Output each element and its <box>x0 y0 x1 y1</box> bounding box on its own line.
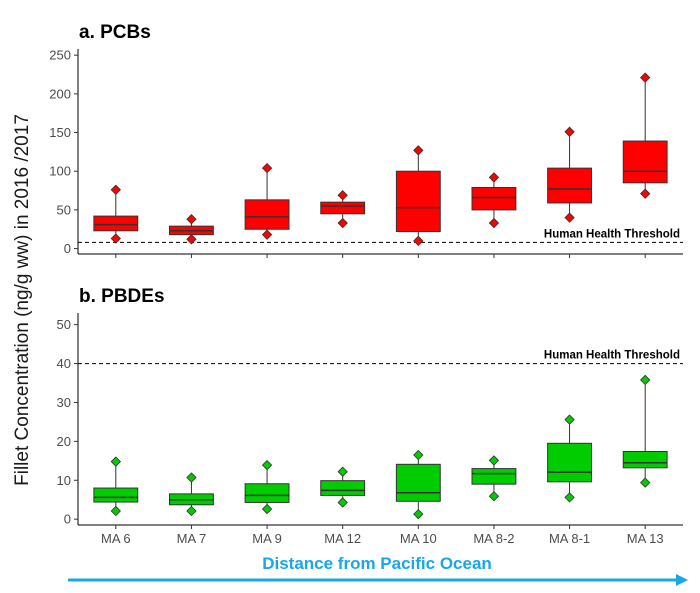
iqr-box <box>244 199 290 230</box>
min-point <box>186 234 197 245</box>
iqr-box <box>547 167 592 204</box>
max-point <box>564 414 575 425</box>
iqr-box <box>320 480 366 496</box>
box-ma-8-1 <box>547 126 592 223</box>
box-ma-9 <box>244 459 290 515</box>
x-tick-label: MA 10 <box>400 531 437 546</box>
box-ma-8-1 <box>547 414 592 503</box>
iqr-box <box>395 170 441 233</box>
y-tick-label: 200 <box>49 86 71 101</box>
y-tick-label: 40 <box>57 356 71 371</box>
box-ma-12 <box>320 190 366 229</box>
min-point <box>640 188 651 199</box>
x-tick-label: MA 6 <box>101 531 131 546</box>
box-ma-7 <box>169 214 214 245</box>
x-tick-label: MA 7 <box>177 531 207 546</box>
y-tick-label: 0 <box>64 241 71 256</box>
max-point <box>413 449 424 461</box>
min-point <box>186 505 197 517</box>
y-tick-label: 20 <box>57 434 71 449</box>
max-point <box>110 184 121 195</box>
min-point <box>110 505 121 517</box>
min-point <box>337 497 348 508</box>
min-point <box>488 217 500 229</box>
x-tick-label: MA 8-2 <box>473 531 514 546</box>
iqr-box <box>622 140 668 184</box>
iqr-box <box>320 201 366 215</box>
iqr-box <box>93 215 139 232</box>
x-tick-label: MA 12 <box>324 531 361 546</box>
min-point <box>261 229 273 240</box>
y-tick-label: 50 <box>57 202 71 217</box>
min-point <box>413 235 424 247</box>
x-axis-title: Distance from Pacific Ocean <box>262 554 492 573</box>
x-tick-label: MA 8-1 <box>549 531 590 546</box>
max-point <box>110 456 121 467</box>
iqr-box <box>471 468 517 485</box>
box-ma-12 <box>320 466 366 508</box>
iqr-box <box>395 463 441 502</box>
threshold-label: Human Health Threshold <box>544 350 680 362</box>
y-tick-label: 0 <box>64 512 71 527</box>
y-axis-title: Fillet Concentration (ng/g ww) in 2016 /… <box>12 114 33 486</box>
min-point <box>564 492 575 503</box>
y-tick-label: 150 <box>49 125 71 140</box>
min-point <box>413 508 424 520</box>
y-tick-label: 100 <box>49 164 71 179</box>
box-ma-8-2 <box>471 455 517 502</box>
max-point <box>337 466 348 477</box>
iqr-box <box>622 450 668 469</box>
box-ma-10 <box>395 449 441 520</box>
max-point <box>413 145 424 156</box>
panel-pcbs: 0 50 100 150 200 250 Human Health Threshold <box>49 48 683 258</box>
max-point <box>186 472 197 483</box>
y-tick-label: 10 <box>57 473 71 488</box>
distance-arrow-head <box>676 574 688 586</box>
x-tick-label: MA 13 <box>627 531 664 546</box>
max-point <box>488 172 500 183</box>
min-point <box>337 217 348 229</box>
box-ma-9 <box>244 162 290 240</box>
box-ma-13 <box>622 72 668 199</box>
panel-a-title: a. PCBs <box>79 22 151 43</box>
box-ma-7 <box>169 472 214 517</box>
panel-b-title: b. PBDEs <box>79 286 165 307</box>
max-point <box>640 72 651 83</box>
box-ma-13 <box>622 374 668 488</box>
max-point <box>640 374 651 386</box>
max-point <box>186 214 197 225</box>
panel-pbdes: 0 10 20 30 40 50 Human Health Threshold MA 6 MA … <box>57 313 683 546</box>
min-point <box>261 503 273 515</box>
iqr-box <box>244 483 290 503</box>
box-ma-10 <box>395 145 441 247</box>
max-point <box>261 459 273 471</box>
iqr-box <box>93 487 139 503</box>
box-ma-8-2 <box>471 172 517 229</box>
box-ma-6 <box>93 456 139 517</box>
max-point <box>337 190 348 201</box>
max-point <box>261 162 273 174</box>
iqr-box <box>547 442 592 483</box>
max-point <box>564 126 575 137</box>
max-point <box>488 455 500 466</box>
y-tick-label: 250 <box>49 48 71 63</box>
x-tick-label: MA 9 <box>252 531 282 546</box>
iqr-box <box>471 186 517 211</box>
min-point <box>488 491 500 502</box>
threshold-label: Human Health Threshold <box>544 228 680 240</box>
min-point <box>640 477 651 488</box>
y-tick-label: 50 <box>57 317 71 332</box>
box-ma-6 <box>93 184 139 244</box>
min-point <box>564 212 575 223</box>
min-point <box>110 233 121 244</box>
y-tick-label: 30 <box>57 395 71 410</box>
